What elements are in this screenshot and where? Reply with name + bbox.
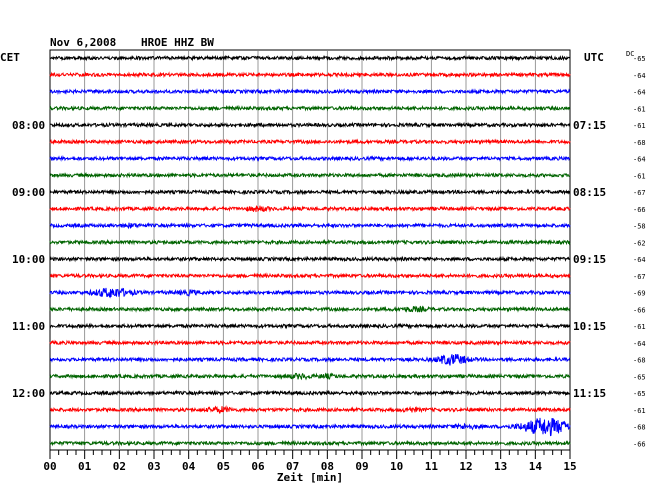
x-tick-label: 01 <box>78 460 92 473</box>
dc-offset-label: -61 <box>633 122 646 130</box>
x-tick-label: 02 <box>113 460 126 473</box>
x-tick-label: 00 <box>43 460 56 473</box>
dc-offset-label: -67 <box>633 273 646 281</box>
cet-hour-label: 08:00 <box>12 119 45 132</box>
trace-13 <box>49 272 571 280</box>
dc-offset-label: -64 <box>633 89 646 97</box>
dc-offset-label: -64 <box>633 256 646 264</box>
dc-offset-label: -61 <box>633 323 646 331</box>
cet-hour-label: 11:00 <box>12 320 45 333</box>
station-label: HROE HHZ BW <box>141 36 214 49</box>
x-tick-label: 14 <box>529 460 543 473</box>
trace-3 <box>49 104 571 112</box>
x-tick-label: 12 <box>459 460 472 473</box>
x-tick-label: 09 <box>355 460 368 473</box>
cet-hour-label: 09:00 <box>12 186 45 199</box>
dc-offset-label: -68 <box>633 357 646 365</box>
utc-hour-label: 08:15 <box>573 186 606 199</box>
trace-22 <box>49 417 571 437</box>
trace-12 <box>49 255 571 263</box>
trace-21 <box>49 404 571 414</box>
x-tick-label: 03 <box>147 460 160 473</box>
trace-5 <box>49 138 571 146</box>
dc-offset-label: -61 <box>633 105 646 113</box>
trace-0 <box>49 54 571 62</box>
dc-offset-label: -68 <box>633 424 646 432</box>
dc-offset-label: -65 <box>633 390 646 398</box>
dc-offset-label: -61 <box>633 407 646 415</box>
trace-9 <box>49 205 571 213</box>
minute-gridlines <box>84 50 536 450</box>
cet-hour-label: 10:00 <box>12 253 45 266</box>
dc-offset-label: -66 <box>633 206 646 214</box>
utc-hour-labels: 07:15 08:15 09:15 10:15 11:15 <box>573 119 606 400</box>
trace-4 <box>49 121 571 129</box>
x-axis: 00 01 02 03 04 05 06 07 08 09 10 11 12 13 14 15 <box>43 450 577 473</box>
dc-offset-label: -64 <box>633 340 646 348</box>
dc-offset-label: -66 <box>633 306 646 314</box>
x-tick-label: 07 <box>286 460 299 473</box>
x-tick-label: 11 <box>425 460 439 473</box>
dc-offset-label: -67 <box>633 189 646 197</box>
x-tick-label: 10 <box>390 460 403 473</box>
dc-offset-label: -68 <box>633 139 646 147</box>
trace-6 <box>49 155 571 163</box>
x-tick-label: 13 <box>494 460 507 473</box>
dc-offset-labels: -65 -64 -64 -61 -61 -68 -64 -61 -67 -66 -58 -62 -64 -… <box>633 55 646 448</box>
utc-hour-label: 09:15 <box>573 253 606 266</box>
left-zone-label: CET <box>0 51 20 64</box>
dc-label: DC <box>626 50 634 58</box>
dc-offset-label: -64 <box>633 156 646 164</box>
x-tick-label: 04 <box>182 460 196 473</box>
trace-2 <box>49 88 571 96</box>
dc-offset-label: -66 <box>633 440 646 448</box>
trace-16 <box>49 322 571 330</box>
seismic-traces <box>49 54 571 447</box>
trace-17 <box>49 339 571 347</box>
trace-15 <box>49 305 571 313</box>
x-tick-label: 06 <box>251 460 265 473</box>
trace-19 <box>49 372 571 381</box>
trace-14 <box>49 287 571 299</box>
trace-8 <box>49 188 571 196</box>
dc-offset-label: -62 <box>633 239 646 247</box>
date-label: Nov 6,2008 <box>50 36 116 49</box>
trace-11 <box>49 238 571 246</box>
cet-hour-labels: 08:00 09:00 10:00 11:00 12:00 <box>12 119 45 400</box>
dc-offset-label: -58 <box>633 223 646 231</box>
x-tick-label: 05 <box>217 460 230 473</box>
x-tick-label: 08 <box>321 460 334 473</box>
trace-1 <box>49 71 571 79</box>
dc-offset-label: -64 <box>633 72 646 80</box>
dc-offset-label: -61 <box>633 172 646 180</box>
dc-offset-label: -69 <box>633 290 646 298</box>
dc-offset-label: -65 <box>633 373 646 381</box>
trace-23 <box>49 439 571 447</box>
trace-20 <box>49 389 571 397</box>
trace-18 <box>49 354 571 366</box>
x-tick-label: 15 <box>563 460 576 473</box>
trace-7 <box>49 171 571 179</box>
right-zone-label: UTC <box>584 51 604 64</box>
utc-hour-label: 10:15 <box>573 320 606 333</box>
dc-offset-label: -65 <box>633 55 646 63</box>
cet-hour-label: 12:00 <box>12 387 45 400</box>
utc-hour-label: 07:15 <box>573 119 606 132</box>
x-axis-title: Zeit [min] <box>277 471 343 484</box>
plot-frame <box>49 49 571 451</box>
utc-hour-label: 11:15 <box>573 387 606 400</box>
trace-10 <box>49 222 571 230</box>
